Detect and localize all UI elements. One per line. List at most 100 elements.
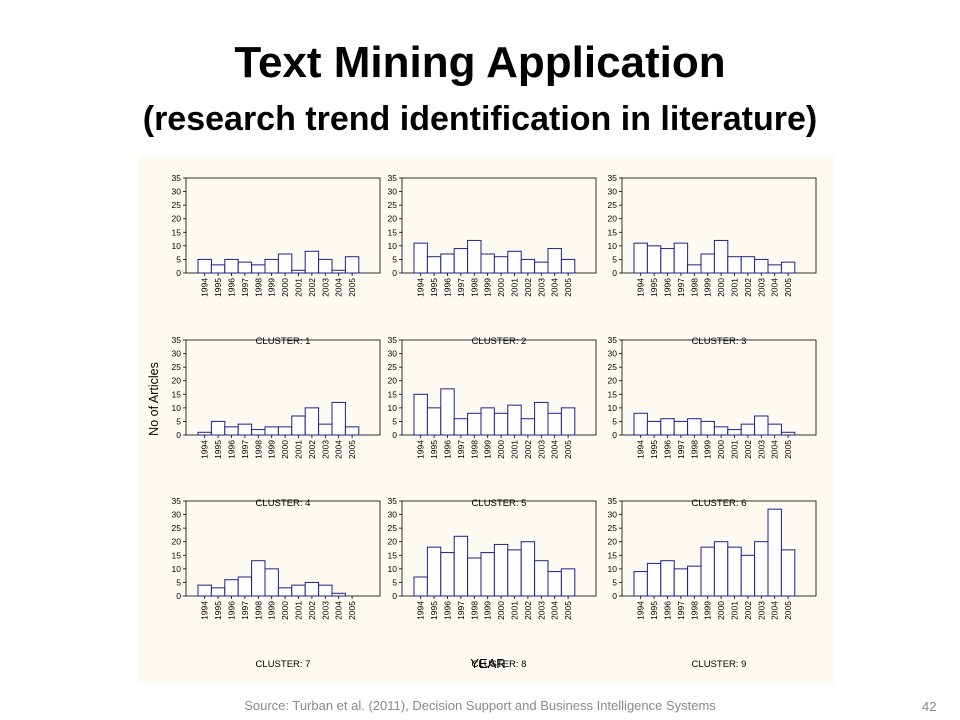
y-tick-label: 15 bbox=[608, 227, 618, 237]
x-tick-label: 1999 bbox=[703, 278, 713, 297]
x-tick-label: 1998 bbox=[469, 278, 479, 297]
bar bbox=[331, 269, 346, 274]
x-tick-label: 1999 bbox=[703, 601, 713, 620]
bar bbox=[687, 565, 702, 597]
bar bbox=[224, 258, 239, 274]
x-tick-label: 2002 bbox=[523, 278, 533, 297]
x-tick-label: 2004 bbox=[550, 601, 560, 620]
x-tick-label: 2002 bbox=[523, 440, 533, 459]
y-tick-label: 15 bbox=[172, 550, 182, 560]
bar bbox=[520, 541, 536, 597]
bar bbox=[700, 546, 715, 597]
bar bbox=[534, 560, 549, 597]
y-tick-label: 25 bbox=[608, 200, 618, 210]
y-tick-label: 30 bbox=[388, 187, 398, 197]
y-tick-label: 25 bbox=[608, 523, 618, 533]
y-tick-label: 10 bbox=[172, 241, 182, 251]
x-tick-label: 2004 bbox=[770, 601, 780, 620]
y-tick-label: 20 bbox=[388, 537, 398, 547]
x-tick-label: 1996 bbox=[227, 440, 237, 459]
x-tick-label: 2000 bbox=[496, 601, 506, 620]
cluster-label: CLUSTER: 1 bbox=[256, 336, 311, 347]
x-tick-label: 2000 bbox=[496, 278, 506, 297]
bar bbox=[493, 543, 509, 597]
x-tick-label: 2001 bbox=[730, 278, 740, 297]
y-tick-label: 15 bbox=[388, 227, 398, 237]
x-tick-label: 1995 bbox=[649, 278, 659, 297]
x-tick-label: 2004 bbox=[334, 440, 344, 459]
bar bbox=[713, 541, 729, 597]
bar bbox=[660, 418, 675, 436]
x-tick-label: 1994 bbox=[636, 440, 646, 459]
y-tick-label: 0 bbox=[392, 430, 397, 440]
x-tick-label: 1994 bbox=[416, 601, 426, 620]
y-tick-label: 20 bbox=[608, 537, 618, 547]
bar bbox=[291, 269, 306, 274]
plot-frame bbox=[185, 500, 381, 597]
x-tick-label: 2000 bbox=[280, 278, 290, 297]
bar bbox=[700, 253, 715, 274]
bar bbox=[426, 407, 442, 436]
x-tick-label: 1995 bbox=[649, 440, 659, 459]
y-tick-label: 20 bbox=[608, 376, 618, 386]
bar bbox=[754, 258, 769, 274]
source-citation: Source: Turban et al. (2011), Decision S… bbox=[244, 698, 716, 713]
x-tick-label: 1999 bbox=[483, 601, 493, 620]
slide-title: Text Mining Application bbox=[234, 38, 726, 87]
bar bbox=[780, 261, 796, 274]
x-tick-label: 2003 bbox=[320, 601, 330, 620]
y-axis-title: No of Articles bbox=[147, 362, 161, 436]
bar bbox=[673, 568, 689, 597]
cluster-label: CLUSTER: 9 bbox=[692, 659, 747, 670]
bar bbox=[304, 250, 320, 274]
x-tick-label: 1994 bbox=[200, 278, 210, 297]
x-tick-label: 2001 bbox=[730, 601, 740, 620]
y-tick-label: 30 bbox=[172, 349, 182, 359]
bar bbox=[520, 418, 536, 436]
y-tick-label: 0 bbox=[176, 591, 181, 601]
y-tick-label: 5 bbox=[612, 254, 617, 264]
x-tick-label: 1999 bbox=[703, 440, 713, 459]
bar bbox=[547, 412, 562, 436]
bar bbox=[727, 546, 742, 597]
y-tick-label: 30 bbox=[172, 187, 182, 197]
x-tick-label: 2004 bbox=[550, 278, 560, 297]
y-tick-label: 20 bbox=[172, 376, 182, 386]
x-tick-label: 1999 bbox=[483, 440, 493, 459]
bar bbox=[646, 420, 662, 436]
x-tick-label: 2005 bbox=[783, 601, 793, 620]
y-tick-label: 5 bbox=[392, 254, 397, 264]
y-tick-label: 20 bbox=[172, 214, 182, 224]
bar bbox=[318, 258, 333, 274]
plot-frame bbox=[185, 339, 381, 436]
bar bbox=[673, 242, 689, 274]
x-tick-label: 2002 bbox=[743, 440, 753, 459]
y-tick-label: 35 bbox=[388, 335, 398, 345]
bar bbox=[740, 554, 756, 597]
bar bbox=[534, 401, 549, 436]
x-tick-label: 1998 bbox=[689, 440, 699, 459]
cluster-label: CLUSTER: 2 bbox=[472, 336, 527, 347]
bar bbox=[291, 415, 306, 436]
x-tick-label: 1996 bbox=[443, 601, 453, 620]
x-tick-label: 1998 bbox=[253, 440, 263, 459]
x-tick-label: 1999 bbox=[267, 601, 277, 620]
x-tick-label: 1998 bbox=[689, 278, 699, 297]
x-tick-label: 2002 bbox=[743, 601, 753, 620]
bar bbox=[264, 258, 279, 274]
y-tick-label: 15 bbox=[388, 389, 398, 399]
y-tick-label: 35 bbox=[608, 496, 618, 506]
y-tick-label: 10 bbox=[388, 403, 398, 413]
x-tick-label: 2005 bbox=[347, 278, 357, 297]
page-number: 42 bbox=[922, 699, 937, 714]
x-tick-label: 1997 bbox=[456, 601, 466, 620]
x-tick-label: 2001 bbox=[730, 440, 740, 459]
x-tick-label: 1995 bbox=[213, 440, 223, 459]
bar bbox=[633, 412, 648, 436]
y-tick-label: 25 bbox=[388, 362, 398, 372]
bar bbox=[633, 571, 648, 597]
bar bbox=[740, 256, 756, 274]
cluster-label: CLUSTER: 6 bbox=[692, 498, 747, 509]
y-tick-label: 35 bbox=[608, 173, 618, 183]
x-tick-label: 2002 bbox=[307, 278, 317, 297]
